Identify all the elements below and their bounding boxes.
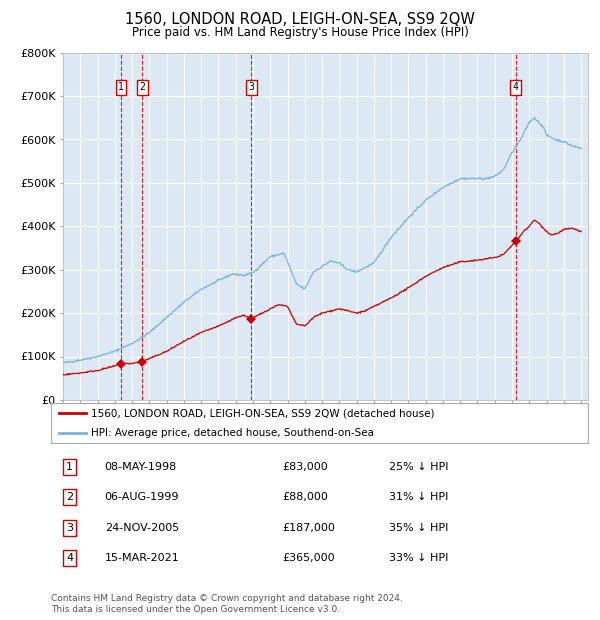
Text: 4: 4 (66, 553, 73, 563)
Text: 31% ↓ HPI: 31% ↓ HPI (389, 492, 449, 502)
Text: 35% ↓ HPI: 35% ↓ HPI (389, 523, 449, 533)
Text: 4: 4 (512, 82, 518, 92)
Text: 06-AUG-1999: 06-AUG-1999 (105, 492, 179, 502)
Text: £365,000: £365,000 (282, 553, 335, 563)
Text: £83,000: £83,000 (282, 462, 328, 472)
Text: 1: 1 (66, 462, 73, 472)
Text: Price paid vs. HM Land Registry's House Price Index (HPI): Price paid vs. HM Land Registry's House … (131, 26, 469, 39)
Text: 08-MAY-1998: 08-MAY-1998 (105, 462, 177, 472)
Text: 1560, LONDON ROAD, LEIGH-ON-SEA, SS9 2QW: 1560, LONDON ROAD, LEIGH-ON-SEA, SS9 2QW (125, 12, 475, 27)
Text: 2: 2 (66, 492, 73, 502)
Text: 25% ↓ HPI: 25% ↓ HPI (389, 462, 449, 472)
Text: 1560, LONDON ROAD, LEIGH-ON-SEA, SS9 2QW (detached house): 1560, LONDON ROAD, LEIGH-ON-SEA, SS9 2QW… (91, 408, 435, 418)
Text: £187,000: £187,000 (282, 523, 335, 533)
Text: 2: 2 (139, 82, 145, 92)
Text: 3: 3 (66, 523, 73, 533)
Text: 3: 3 (248, 82, 254, 92)
Text: 24-NOV-2005: 24-NOV-2005 (105, 523, 179, 533)
Text: 15-MAR-2021: 15-MAR-2021 (105, 553, 179, 563)
Text: £88,000: £88,000 (282, 492, 328, 502)
Text: 1: 1 (118, 82, 124, 92)
Text: HPI: Average price, detached house, Southend-on-Sea: HPI: Average price, detached house, Sout… (91, 428, 374, 438)
Text: Contains HM Land Registry data © Crown copyright and database right 2024.
This d: Contains HM Land Registry data © Crown c… (51, 595, 403, 614)
Text: 33% ↓ HPI: 33% ↓ HPI (389, 553, 449, 563)
